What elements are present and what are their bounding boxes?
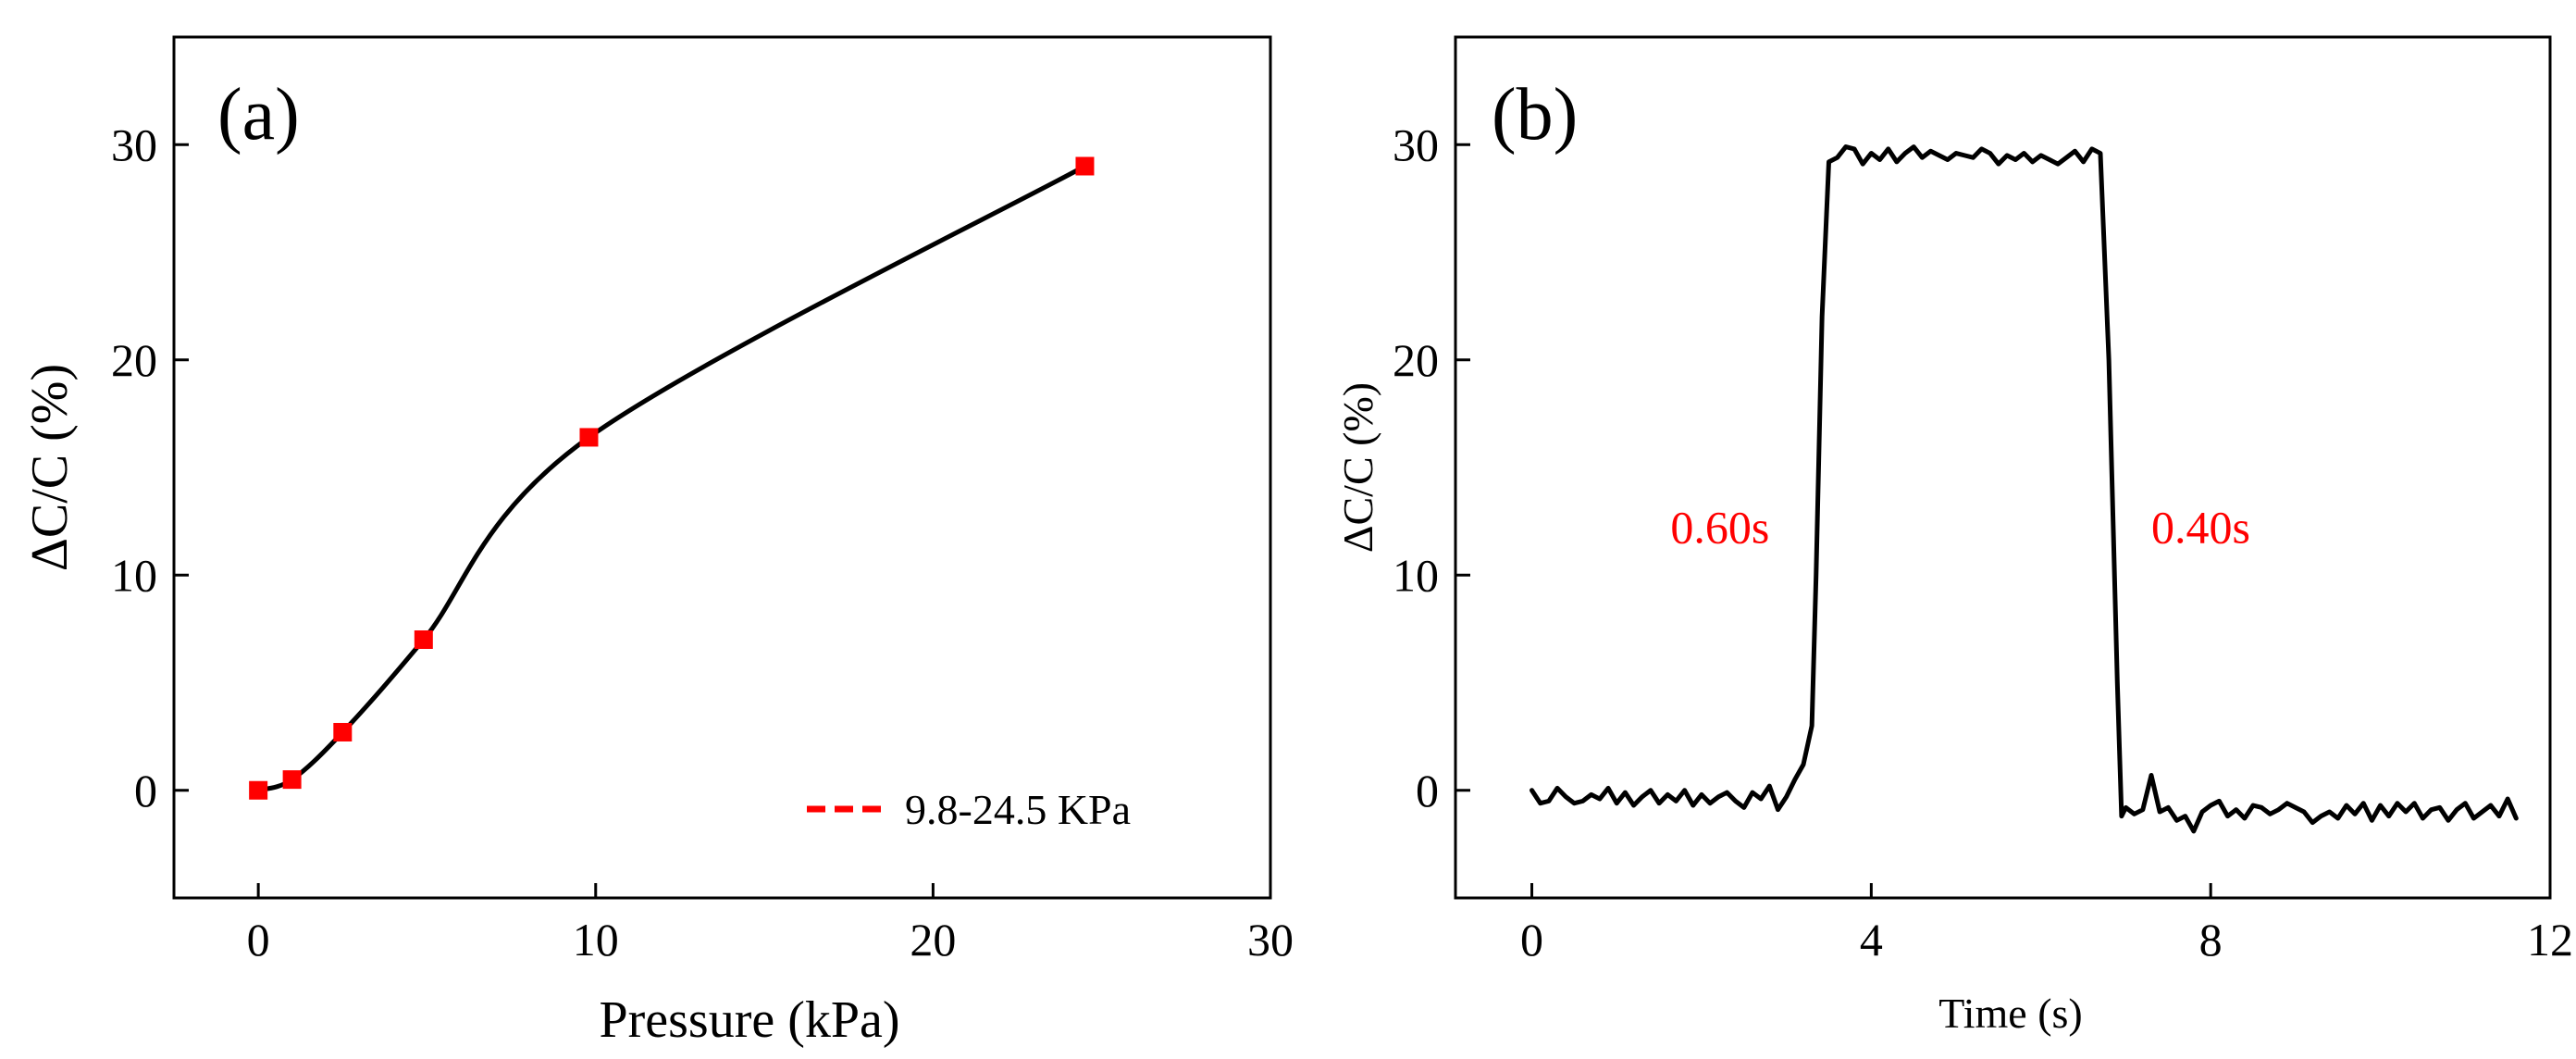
y-tick-label-a-1: 10: [111, 549, 157, 601]
x-tick-label-b-3: 12: [2527, 914, 2573, 966]
plot-frame-b: [1454, 35, 2552, 900]
x-tick-label-a-2: 20: [910, 914, 956, 966]
y-tick-label-b-1: 10: [1393, 549, 1439, 601]
x-axis-title-b: Time (s): [1938, 990, 2083, 1037]
x-tick-label-a-0: 0: [247, 914, 270, 966]
y-tick-label-b-3: 30: [1393, 118, 1439, 170]
y-tick-label-b-0: 0: [1416, 765, 1439, 816]
series-line-b: [1530, 144, 2519, 834]
annotation-rise-time: 0.60s: [1670, 501, 1769, 553]
chart-panel-b: (b) Time (s) ΔC/C (%) 0 4 8 12 0 10 20 30 0.60s…: [1334, 35, 2573, 1037]
legend-a: 9.8-24.5 KPa: [807, 786, 1131, 833]
plot-frame-a: [172, 35, 1272, 900]
x-axis-title-a: Pressure (kPa): [599, 991, 899, 1049]
chart-panel-a: (a) Pressure (kPa) ΔC/C (%) 0 10 20 30 0 10 20…: [21, 35, 1294, 1049]
x-tick-label-b-1: 4: [1860, 914, 1883, 966]
y-tick-label-a-2: 20: [111, 334, 157, 386]
series-line-a: [255, 164, 1087, 793]
y-tick-label-b-2: 20: [1393, 334, 1439, 386]
legend-label-a: 9.8-24.5 KPa: [905, 786, 1131, 833]
y-tick-label-a-3: 30: [111, 118, 157, 170]
y-axis-title-a: ΔC/C (%): [21, 364, 79, 571]
x-tick-label-a-1: 10: [573, 914, 619, 966]
x-tick-label-b-0: 0: [1520, 914, 1543, 966]
data-point-a-5: [1075, 156, 1095, 176]
y-axis-title-b: ΔC/C (%): [1334, 382, 1381, 553]
series-markers-a: [249, 156, 1095, 800]
x-tick-label-b-2: 8: [2199, 914, 2223, 966]
data-point-a-0: [249, 780, 268, 800]
data-point-a-3: [414, 630, 433, 649]
x-tick-label-a-3: 30: [1247, 914, 1294, 966]
data-point-a-2: [333, 722, 353, 741]
panel-label-b: (b): [1492, 74, 1578, 156]
annotation-fall-time: 0.40s: [2151, 501, 2250, 553]
axis-ticks-a: 0 10 20 30 0 10 20 30: [111, 118, 1294, 966]
data-point-a-1: [282, 770, 302, 790]
y-tick-label-a-0: 0: [134, 765, 157, 816]
panel-label-a: (a): [217, 74, 300, 156]
axis-ticks-b: 0 4 8 12 0 10 20 30: [1393, 118, 2573, 966]
data-point-a-4: [579, 428, 599, 447]
